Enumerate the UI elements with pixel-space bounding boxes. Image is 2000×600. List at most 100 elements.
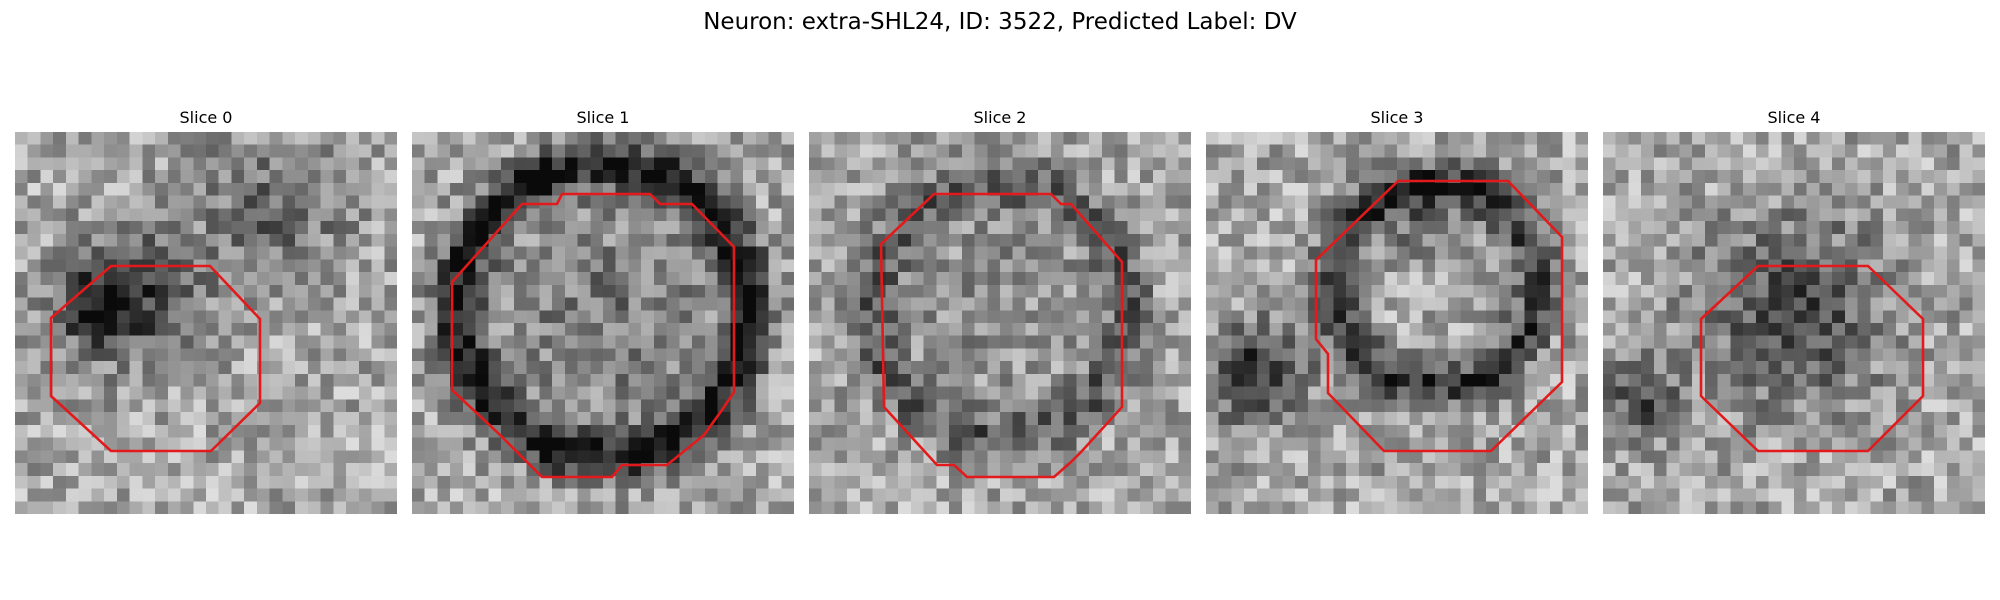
slice-pixel [1768,272,1782,286]
slice-pixel [1409,437,1423,451]
slice-pixel [1409,323,1423,337]
slice-pixel [552,412,566,426]
slice-pixel [1755,221,1769,235]
slice-pixel [1768,144,1782,158]
slice-pixel [142,132,156,146]
slice-pixel [1307,323,1321,337]
slice-pixel [1409,310,1423,324]
slice-pixel [1857,399,1871,413]
slice-pixel [539,272,553,286]
slice-pixel [847,335,861,349]
slice-pixel [1781,284,1795,298]
slice-pixel [1282,284,1296,298]
slice-pixel [231,450,245,464]
slice-pixel [1806,412,1820,426]
slice-pixel [269,195,283,209]
slice-pixel [1562,157,1576,171]
slice-pixel [180,399,194,413]
slice-pixel [244,386,258,400]
slice-pixel [1218,144,1232,158]
slice-pixel [1575,373,1588,388]
slice-pixel [295,221,309,235]
slice-pixel [898,450,912,464]
slice-pixel [1371,348,1385,362]
slice-pixel [1000,424,1014,438]
slice-pixel [1038,259,1052,273]
slice-pixel [513,195,527,209]
slice-pixel [1755,323,1769,337]
slice-pixel [384,182,397,197]
slice-pixel [167,463,181,477]
slice-pixel [1346,399,1360,413]
slice-pixel [781,399,794,413]
slice-pixel [1653,463,1668,477]
slice-pixel [91,310,105,324]
slice-pixel [1794,246,1808,260]
slice-pixel [717,233,731,247]
slice-pixel [1486,157,1500,171]
slice-pixel [1038,284,1052,298]
slice-pixel [539,132,553,146]
slice-pixel [1460,208,1474,222]
slice-pixel [1549,335,1563,349]
slice-pixel [91,132,105,146]
slice-pixel [1165,221,1179,235]
slice-pixel [1537,157,1551,171]
slice-pixel [1946,310,1960,324]
slice-pixel [1781,208,1795,222]
slice-pixel [1679,335,1693,349]
slice-pixel [53,488,67,502]
slice-pixel [1050,399,1065,413]
slice-pixel [949,259,963,273]
slice-pixel [1178,501,1191,514]
slice-pixel [155,437,169,451]
slice-pixel [1959,132,1973,146]
slice-pixel [1178,475,1191,489]
slice-pixel [781,182,794,197]
slice-pixel [1562,272,1576,286]
slice-pixel [1127,361,1141,375]
slice-pixel [307,195,321,209]
slice-pixel [65,348,80,362]
slice-pixel [1857,297,1871,311]
slice-pixel [1537,348,1551,362]
slice-pixel [53,335,67,349]
slice-pixel [307,233,321,247]
slice-pixel [1628,272,1642,286]
slice-pixel [1743,144,1757,158]
slice-pixel [1152,450,1166,464]
slice-pixel [1781,310,1795,324]
slice-pixel [1641,335,1655,349]
slice-pixel [1562,170,1576,184]
slice-pixel [704,335,718,349]
slice-pixel [1959,284,1973,298]
slice-pixel [1603,297,1617,311]
slice-pixel [1498,259,1512,273]
slice-pixel [910,246,924,260]
slice-pixel [104,297,118,311]
slice-pixel [1679,437,1693,451]
slice-pixel [167,424,181,438]
slice-pixel [282,310,296,324]
slice-pixel [1447,144,1462,158]
slice-pixel [346,157,360,171]
slice-image [809,132,1191,514]
slice-pixel [641,310,655,324]
slice-pixel [320,501,334,514]
slice-pixel [1666,144,1680,158]
slice-pixel [898,348,912,362]
slice-pixel [307,182,321,197]
slice-pixel [307,450,321,464]
slice-pixel [1397,361,1411,375]
slice-pixel [1653,348,1668,362]
slice-pixel [1781,386,1795,400]
slice-pixel [755,335,769,349]
slice-pixel [346,437,360,451]
slice-pixel [450,310,464,324]
slice-pixel [1333,348,1347,362]
slice-pixel [628,463,642,477]
slice-pixel [859,195,874,209]
slice-pixel [1615,132,1629,146]
slice-pixel [936,475,950,489]
slice-pixel [1152,208,1166,222]
